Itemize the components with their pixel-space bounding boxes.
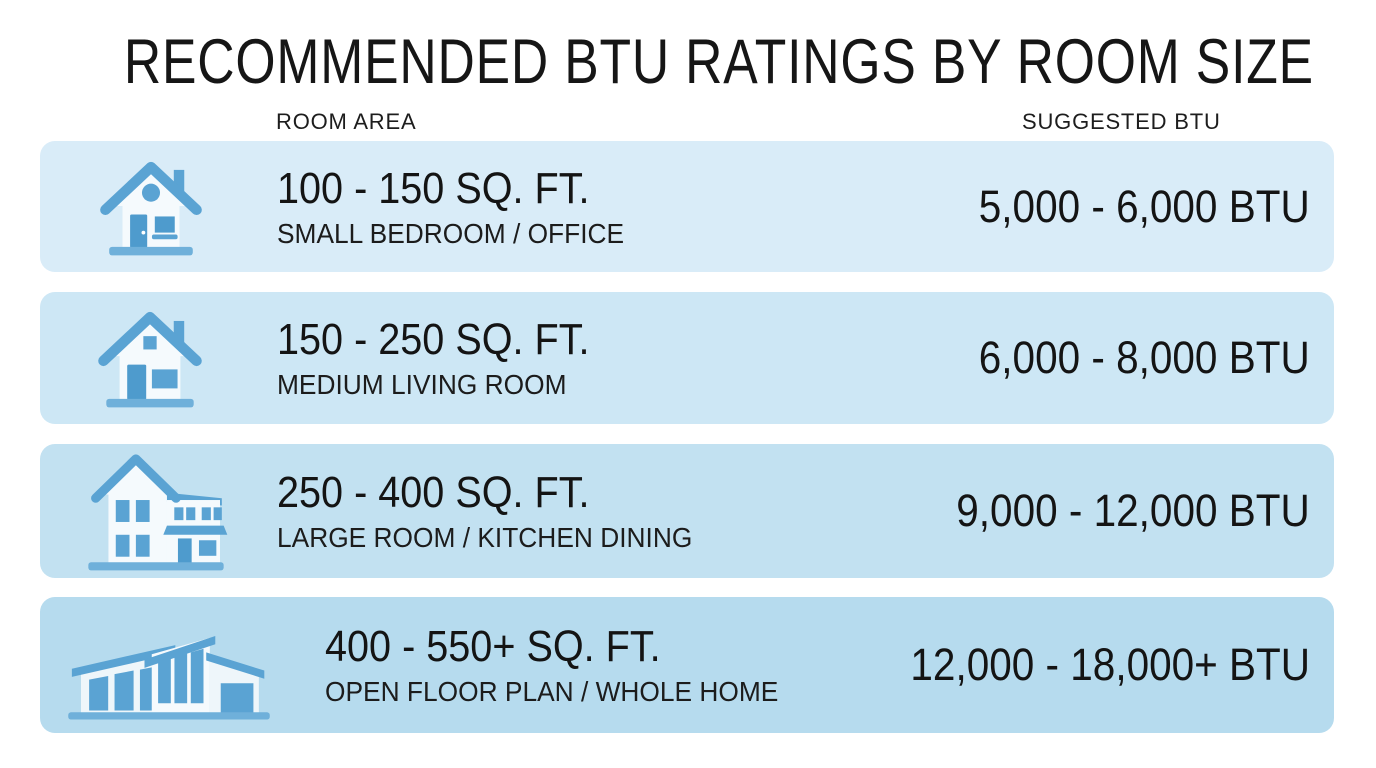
table-row-large-room: 250 - 400 SQ. FT. LARGE ROOM / KITCHEN D… [40, 444, 1334, 578]
room-type-label: MEDIUM LIVING ROOM [277, 369, 567, 400]
column-header-suggested-btu: SUGGESTED BTU [1022, 109, 1221, 134]
modern-home-icon [54, 607, 284, 725]
medium-house-icon [93, 301, 207, 415]
room-type-label: LARGE ROOM / KITCHEN DINING [277, 522, 693, 553]
room-area-label: 150 - 250 SQ. FT. [277, 315, 590, 364]
btu-value: 9,000 - 12,000 BTU [956, 485, 1310, 536]
column-header-room-area: ROOM AREA [276, 109, 417, 134]
btu-value: 6,000 - 8,000 BTU [979, 332, 1310, 383]
room-area-label: 250 - 400 SQ. FT. [277, 468, 590, 517]
room-type-label: SMALL BEDROOM / OFFICE [277, 217, 625, 249]
room-type-label: OPEN FLOOR PLAN / WHOLE HOME [325, 676, 779, 707]
two-story-house-icon [76, 447, 236, 575]
btu-value: 12,000 - 18,000+ BTU [910, 639, 1310, 690]
btu-value: 5,000 - 6,000 BTU [979, 180, 1310, 232]
room-area-label: 100 - 150 SQ. FT. [277, 163, 590, 213]
table-row-medium-living-room: 150 - 250 SQ. FT. MEDIUM LIVING ROOM 6,0… [40, 292, 1334, 424]
small-house-icon [94, 149, 208, 263]
table-row-small-bedroom: 100 - 150 SQ. FT. SMALL BEDROOM / OFFICE… [40, 141, 1334, 272]
table-row-whole-home: 400 - 550+ SQ. FT. OPEN FLOOR PLAN / WHO… [40, 597, 1334, 733]
page-title: RECOMMENDED BTU RATINGS BY ROOM SIZE [123, 27, 1314, 97]
room-area-label: 400 - 550+ SQ. FT. [325, 622, 661, 671]
